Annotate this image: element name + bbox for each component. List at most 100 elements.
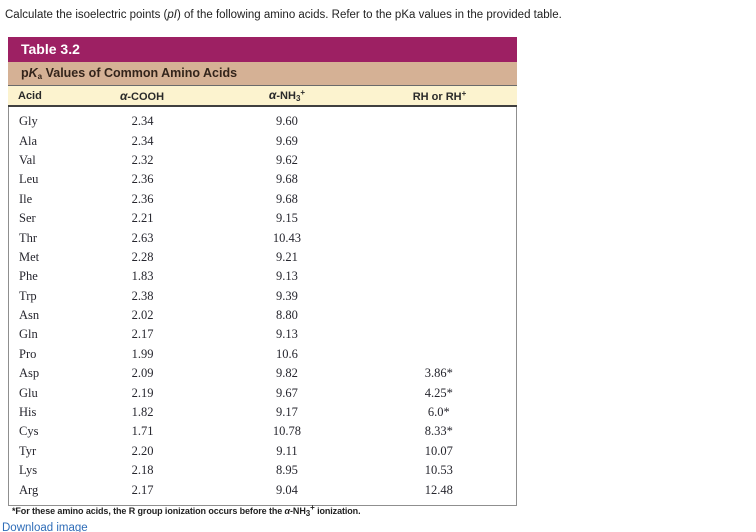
acid-cell: Val	[19, 152, 36, 167]
cooh-value-cell: 2.36	[131, 191, 154, 206]
cooh-value-cell: 2.02	[131, 308, 154, 323]
alpha-symbol: α	[119, 88, 128, 103]
footnote-mid: -NH	[290, 506, 306, 516]
cooh-value-cell: 2.17	[131, 327, 154, 342]
cooh-value-cell: 2.17	[131, 482, 154, 497]
table-body: Gly 2.34 9.60 Ala 2.34 9.69 Val 2.32 9.6…	[8, 107, 517, 506]
acid-cell: Ile	[19, 191, 33, 206]
cooh-value-cell: 2.19	[131, 385, 154, 400]
download-image-link[interactable]: Download image	[2, 522, 88, 532]
table-row: Ala 2.34 9.69	[9, 131, 516, 150]
table-row: Ser 2.21 9.15	[9, 209, 516, 228]
cooh-value-cell: 2.18	[131, 463, 154, 478]
nh3-value-cell: 10.78	[272, 424, 301, 439]
acid-cell: Arg	[19, 482, 39, 497]
table-row: Trp 2.38 9.39	[9, 287, 516, 306]
acid-cell: Lys	[19, 463, 38, 478]
column-header-acid: Acid	[18, 89, 42, 102]
nh3-value-cell: 9.04	[275, 482, 298, 497]
table-row: Leu 2.36 9.68	[9, 170, 516, 189]
cooh-value-cell: 1.99	[131, 346, 154, 361]
nh3-value-cell: 9.69	[275, 133, 298, 148]
acid-cell: Leu	[19, 172, 39, 187]
cooh-value-cell: 2.09	[131, 366, 154, 381]
table-row: Met 2.28 9.21	[9, 248, 516, 267]
cooh-value-cell: 2.36	[131, 172, 154, 187]
rh-value-cell: 4.25*	[424, 385, 453, 400]
table-row: Val 2.32 9.62	[9, 151, 516, 170]
nh3-value-cell: 9.13	[275, 269, 298, 284]
pka-table: Table 3.2 pKa Values of Common Amino Aci…	[8, 37, 517, 506]
table-row: His 1.82 9.17 6.0*	[9, 403, 516, 422]
cooh-value-cell: 1.82	[131, 405, 154, 420]
table-row: Asn 2.02 8.80	[9, 306, 516, 325]
nh3-value-cell: 10.43	[272, 230, 301, 245]
column-header-alpha-cooh: α-COOH	[72, 89, 212, 103]
nh3-value-cell: 9.67	[275, 385, 298, 400]
nh3-value-cell: 9.39	[275, 288, 298, 303]
footnote-superscript: +	[310, 503, 315, 512]
cooh-value-cell: 2.63	[131, 230, 154, 245]
prompt-text-pre: Calculate the isoelectric points (	[5, 9, 168, 21]
table-row: Pro 1.99 10.6	[9, 345, 516, 364]
nh3-value-cell: 8.95	[275, 463, 298, 478]
nh3-value-cell: 9.13	[275, 327, 298, 342]
nh3-value-cell: 10.6	[275, 346, 298, 361]
nh3-value-cell: 9.60	[275, 114, 298, 129]
cooh-value-cell: 2.34	[131, 114, 154, 129]
rh-value-cell: 10.07	[424, 443, 453, 458]
acid-cell: Tyr	[19, 443, 37, 458]
subtitle-sub: a	[37, 72, 43, 81]
prompt-text-italic: pI	[167, 9, 177, 21]
table-row: Gln 2.17 9.13	[9, 325, 516, 344]
nh3-superscript: +	[300, 88, 306, 97]
nh3-value-cell: 9.11	[276, 443, 298, 458]
table-subtitle: pKa Values of Common Amino Acids	[8, 62, 517, 86]
nh3-value-cell: 9.21	[275, 249, 298, 264]
rh-superscript: +	[461, 88, 467, 98]
cooh-label: -COOH	[127, 90, 165, 103]
question-prompt: Calculate the isoelectric points (pI) of…	[5, 9, 562, 21]
rh-value-cell: 3.86*	[424, 366, 453, 381]
acid-cell: Pro	[19, 346, 37, 361]
table-footnote: *For these amino acids, the R group ioni…	[12, 503, 361, 518]
footnote-subscript: 3	[305, 509, 311, 518]
acid-cell: His	[19, 405, 37, 420]
nh3-subscript: 3	[295, 94, 301, 103]
alpha-symbol: α	[268, 88, 277, 102]
acid-cell: Gln	[19, 327, 38, 342]
cooh-value-cell: 2.34	[131, 133, 154, 148]
acid-cell: Ser	[19, 211, 36, 226]
acid-cell: Asp	[19, 366, 40, 381]
table-row: Asp 2.09 9.82 3.86*	[9, 364, 516, 383]
nh3-value-cell: 9.68	[275, 191, 298, 206]
subtitle-rest: Values of Common Amino Acids	[42, 66, 238, 80]
acid-cell: Trp	[19, 288, 37, 303]
table-row: Tyr 2.20 9.11 10.07	[9, 442, 516, 461]
acid-cell: Ala	[19, 133, 38, 148]
rh-value-cell: 10.53	[424, 463, 453, 478]
table-row: Phe 1.83 9.13	[9, 267, 516, 286]
cooh-value-cell: 2.21	[131, 211, 154, 226]
rh-value-cell: 12.48	[424, 482, 453, 497]
acid-cell: Gly	[19, 114, 38, 129]
acid-cell: Glu	[19, 385, 38, 400]
acid-cell: Phe	[19, 269, 38, 284]
rh-value-cell: 8.33*	[424, 424, 453, 439]
table-row: Ile 2.36 9.68	[9, 190, 516, 209]
acid-cell: Cys	[19, 424, 39, 439]
cooh-value-cell: 2.32	[131, 152, 154, 167]
table-row: Cys 1.71 10.78 8.33*	[9, 422, 516, 441]
cooh-value-cell: 2.20	[131, 443, 154, 458]
table-column-headers: Acid α-COOH α-NH3+ RH or RH+	[8, 86, 517, 107]
table-row: Lys 2.18 8.95 10.53	[9, 461, 516, 480]
table-title: Table 3.2	[8, 37, 517, 62]
nh3-value-cell: 9.82	[275, 366, 298, 381]
rh-label: RH or RH	[412, 90, 462, 103]
column-header-rh: RH or RH+	[362, 89, 517, 103]
table-row: Glu 2.19 9.67 4.25*	[9, 383, 516, 402]
alpha-symbol: α	[284, 506, 291, 516]
nh3-label: -NH	[276, 90, 296, 102]
subtitle-p: p	[21, 66, 29, 80]
cooh-value-cell: 1.71	[131, 424, 154, 439]
